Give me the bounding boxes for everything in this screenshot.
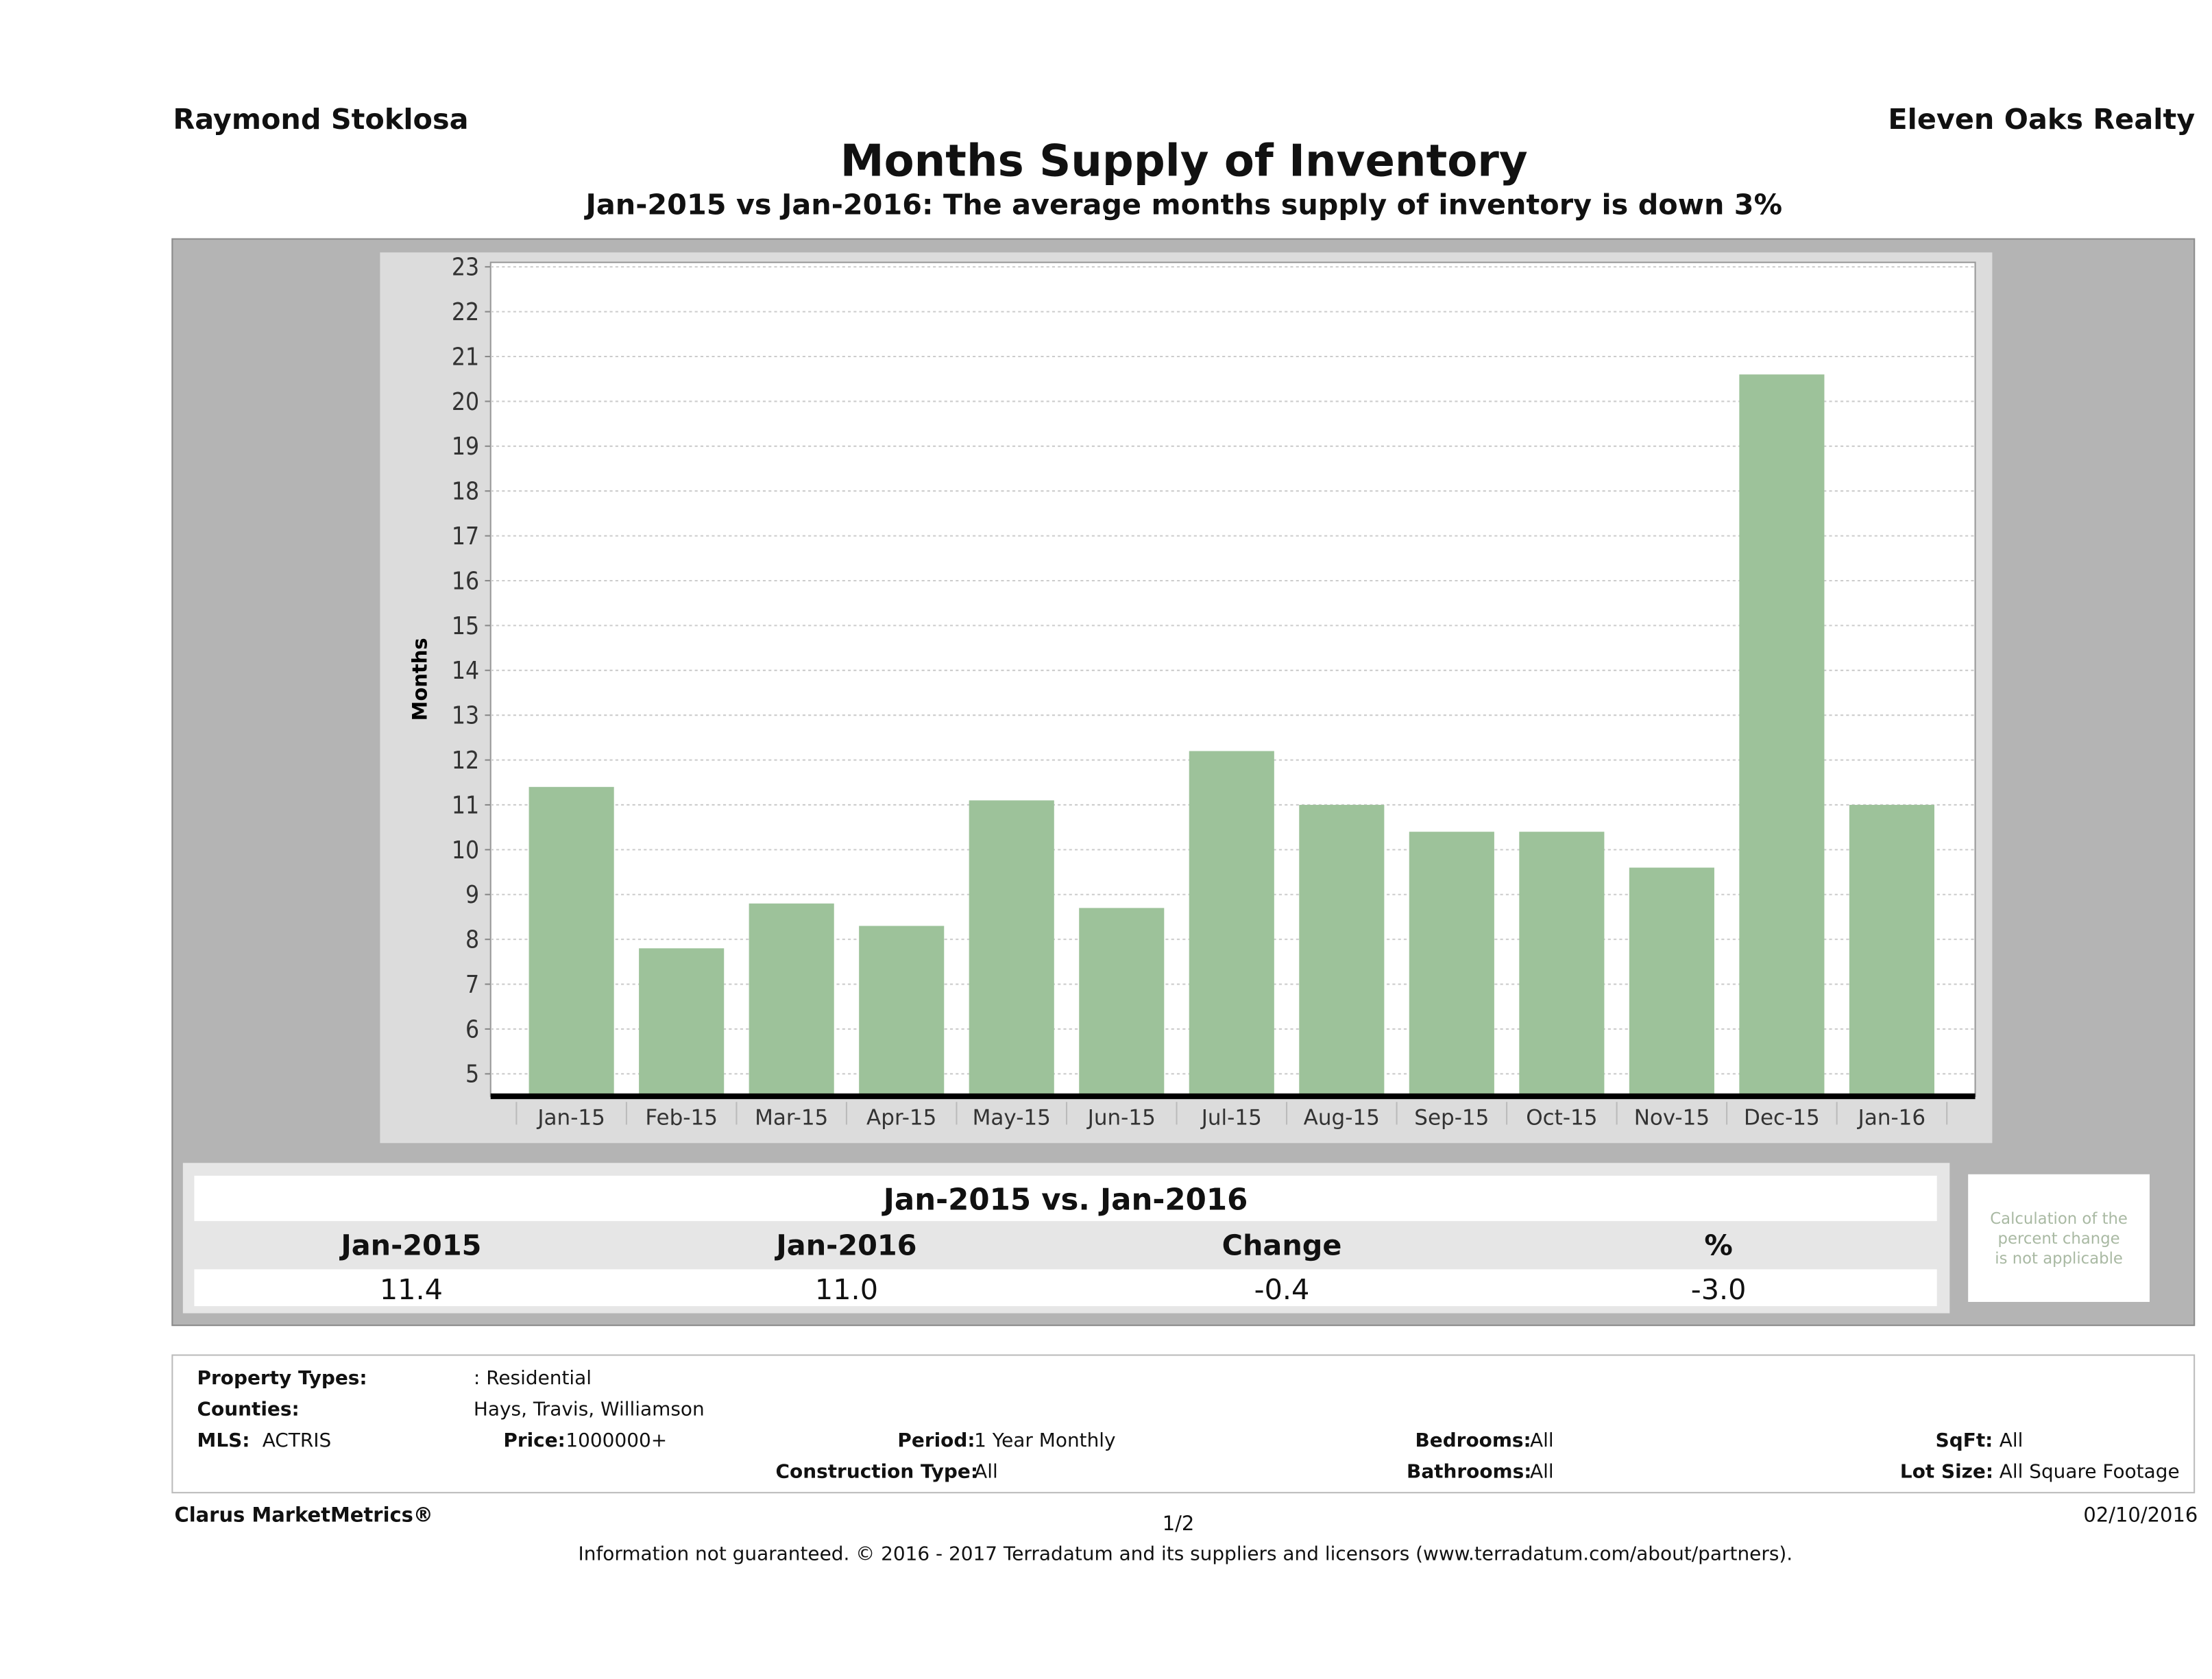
x-tick-label: Jan-15 — [536, 1105, 605, 1130]
bar — [1519, 832, 1605, 1097]
bar — [1739, 374, 1825, 1097]
y-tick-label: 22 — [452, 298, 479, 326]
y-tick-label: 20 — [452, 388, 479, 416]
bedrooms-value: All — [1530, 1429, 1554, 1453]
bar — [1079, 908, 1165, 1097]
summary-heading-row: Jan-2015 vs. Jan-2016 — [194, 1175, 1937, 1222]
construction-label: Construction Type: — [775, 1460, 979, 1484]
x-tick-label: Oct-15 — [1526, 1105, 1597, 1130]
col-change: Change — [1222, 1228, 1342, 1263]
bar — [1629, 867, 1714, 1097]
bar — [1409, 832, 1494, 1097]
summary-heading: Jan-2015 vs. Jan-2016 — [883, 1183, 1248, 1217]
y-tick-label: 12 — [452, 747, 479, 775]
brand-footer: Clarus MarketMetrics® — [174, 1504, 433, 1527]
summary-table: Jan-2015 vs. Jan-2016 Jan-2015 Jan-2016 … — [182, 1163, 1950, 1314]
x-axis-line — [490, 1093, 1976, 1100]
percent-note: Calculation of the percent change is not… — [1968, 1174, 2150, 1302]
y-tick-label: 8 — [465, 926, 479, 954]
x-tick-label: Nov-15 — [1634, 1105, 1710, 1130]
x-tick-label: Feb-15 — [645, 1105, 718, 1130]
note-line: is not applicable — [1995, 1249, 2123, 1268]
x-tick-label: Apr-15 — [866, 1105, 936, 1130]
bar — [639, 948, 725, 1097]
y-tick-label: 17 — [452, 522, 479, 551]
price-label: Price: — [503, 1429, 566, 1453]
value-jan-2016: 11.0 — [814, 1272, 879, 1307]
mls-label: MLS: — [197, 1429, 250, 1453]
col-jan-2015: Jan-2015 — [341, 1228, 482, 1263]
y-tick-label: 18 — [452, 478, 479, 506]
sqft-label: SqFt: — [1935, 1429, 1993, 1453]
bar — [1299, 804, 1385, 1097]
y-tick-label: 9 — [465, 881, 479, 909]
bathrooms-label: Bathrooms: — [1407, 1460, 1532, 1484]
x-tick-label: Dec-15 — [1744, 1105, 1820, 1130]
disclaimer: Information not guaranteed. © 2016 - 201… — [578, 1543, 1793, 1566]
y-tick-label: 19 — [452, 433, 479, 461]
y-tick-label: 23 — [452, 254, 479, 282]
bedrooms-label: Bedrooms: — [1415, 1429, 1531, 1453]
bar — [528, 786, 614, 1097]
y-axis-label: Months — [409, 638, 432, 721]
value-change: -0.4 — [1254, 1272, 1310, 1307]
note-line: Calculation of the — [1990, 1209, 2128, 1229]
value-jan-2015: 11.4 — [379, 1272, 443, 1307]
note-line: percent change — [1997, 1229, 2120, 1248]
agent-name: Raymond Stoklosa — [173, 101, 469, 136]
counties-label: Counties: — [197, 1398, 300, 1421]
col-percent: % — [1704, 1228, 1733, 1263]
y-tick-label: 14 — [452, 657, 479, 685]
lot-size-value: All Square Footage — [1999, 1460, 2180, 1484]
bar — [1189, 751, 1274, 1097]
page-number: 1/2 — [1162, 1513, 1195, 1536]
col-jan-2016: Jan-2016 — [776, 1228, 917, 1263]
construction-value: All — [974, 1460, 998, 1484]
bathrooms-value: All — [1530, 1460, 1554, 1484]
value-percent: -3.0 — [1690, 1272, 1747, 1307]
x-tick-label: Aug-15 — [1304, 1105, 1380, 1130]
y-tick-label: 10 — [452, 836, 479, 865]
x-tick-label: Jan-16 — [1857, 1105, 1925, 1130]
x-tick-label: Jun-15 — [1086, 1105, 1156, 1130]
property-types-value: : Residential — [473, 1367, 592, 1390]
y-tick-label: 21 — [452, 343, 479, 371]
report-date: 02/10/2016 — [2083, 1504, 2198, 1527]
criteria-box: Property Types: : Residential Counties: … — [171, 1354, 2196, 1494]
mls-value: ACTRIS — [262, 1429, 332, 1453]
counties-value: Hays, Travis, Williamson — [473, 1398, 705, 1421]
x-tick-label: Jul-15 — [1200, 1105, 1262, 1130]
property-types-label: Property Types: — [197, 1367, 367, 1390]
bar — [749, 903, 834, 1097]
sqft-value: All — [1999, 1429, 2023, 1453]
bar — [859, 926, 945, 1097]
y-tick-label: 13 — [452, 702, 479, 730]
period-label: Period: — [897, 1429, 975, 1453]
x-tick-label: Sep-15 — [1414, 1105, 1489, 1130]
y-tick-label: 16 — [452, 567, 479, 595]
period-value: 1 Year Monthly — [974, 1429, 1116, 1453]
y-tick-label: 11 — [452, 791, 479, 819]
bar — [969, 800, 1054, 1097]
brokerage-name: Eleven Oaks Realty — [1888, 101, 2196, 136]
y-tick-label: 7 — [465, 971, 479, 999]
chart-subtitle: Jan-2015 vs Jan-2016: The average months… — [585, 187, 1783, 221]
y-tick-label: 6 — [465, 1015, 479, 1043]
x-tick-label: May-15 — [973, 1105, 1051, 1130]
x-tick-label: Mar-15 — [755, 1105, 828, 1130]
bar-chart: 5 6 7 8 9 10 11 12 13 14 15 16 17 18 19 20 21 22 23 Months J… — [409, 254, 1976, 1130]
y-tick-label: 15 — [452, 612, 479, 640]
chart-title: Months Supply of Inventory — [840, 136, 1528, 188]
lot-size-label: Lot Size: — [1899, 1460, 1994, 1484]
summary-values-row — [194, 1269, 1937, 1307]
y-tick-label: 5 — [465, 1061, 479, 1089]
price-value: 1000000+ — [566, 1429, 668, 1453]
bar — [1849, 804, 1934, 1097]
